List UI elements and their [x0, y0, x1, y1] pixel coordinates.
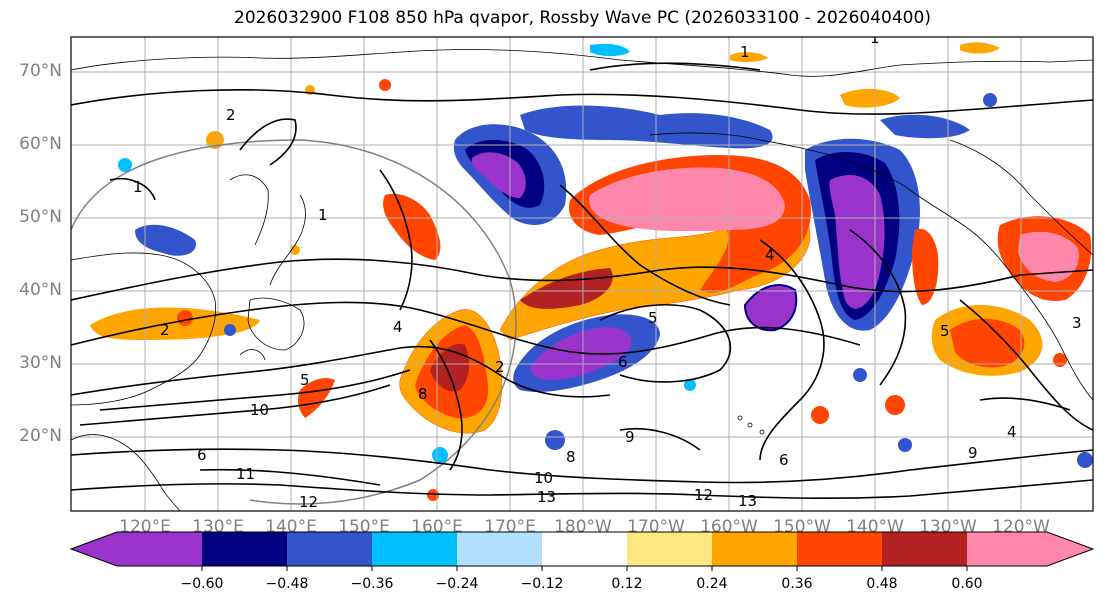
colorbar-tick: −0.12: [520, 576, 564, 592]
colorbar-bin-8: [797, 532, 882, 566]
lat-label-20n: 20°N: [19, 426, 62, 446]
colorbar-bin-10: [967, 532, 1047, 566]
contour-label: 13: [738, 492, 757, 510]
colorbar-tick: −0.24: [435, 576, 479, 592]
colorbar-tick: 0.60: [951, 576, 983, 592]
colorbar-outline: [69, 531, 1095, 567]
colorbar-bin-2: [287, 532, 372, 566]
contour-label: 1: [133, 178, 143, 196]
colorbar-bin-5: [542, 532, 627, 566]
contour-label: 1: [318, 206, 328, 224]
contour-label: 4: [765, 246, 775, 264]
lat-label-50n: 50°N: [19, 207, 62, 227]
contour-label: 4: [393, 318, 403, 336]
contour-label: 2: [495, 358, 505, 376]
contour-label: 1: [740, 43, 750, 61]
colorbar-tick: 0.48: [866, 576, 898, 592]
contour-label: 5: [648, 309, 658, 327]
lat-label-30n: 30°N: [19, 353, 62, 373]
map-panel: 1 1 1 2 2 4 5 6 6 8 9 10 10 11 12 12 13 …: [71, 29, 1093, 511]
contour-label: 10: [250, 401, 269, 419]
colorbar-bin-4: [457, 532, 542, 566]
contour-label: 9: [625, 428, 635, 446]
colorbar-tick: −0.36: [350, 576, 394, 592]
contour-label: 8: [418, 385, 428, 403]
colorbar-bin-9: [882, 532, 967, 566]
colorbar-bin-6: [627, 532, 712, 566]
lat-label-70n: 70°N: [19, 61, 62, 81]
contour-label-layer: 1 1 1 2 2 4 5 6 6 8 9 10 10 11 12 12 13 …: [133, 29, 1082, 511]
colorbar-bin-1: [202, 532, 287, 566]
colorbar: [69, 531, 1095, 571]
map-frame: [70, 36, 1094, 512]
contour-label: 6: [197, 446, 207, 464]
contour-label: 6: [618, 353, 628, 371]
graticule: [71, 37, 1093, 511]
colorbar-tick: 0.24: [696, 576, 728, 592]
contour-label: 12: [299, 493, 318, 511]
reference-circle: [71, 139, 517, 505]
contour-lines: [71, 62, 1093, 500]
contour-label: 5: [300, 371, 310, 389]
colorbar-tick: 0.36: [781, 576, 813, 592]
contour-label: 2: [160, 321, 170, 339]
map-title: 2026032900 F108 850 hPa qvapor, Rossby W…: [234, 8, 931, 28]
contour-label: 1: [870, 29, 880, 47]
contour-label: 6: [779, 451, 789, 469]
contour-label: 9: [968, 444, 978, 462]
coastlines: [71, 49, 1093, 511]
colorbar-over-arrow: [1047, 532, 1093, 566]
contour-label: 8: [566, 448, 576, 466]
contour-label: 5: [940, 322, 950, 340]
contour-label: 12: [694, 486, 713, 504]
contour-label: 2: [226, 106, 236, 124]
colorbar-under-arrow: [71, 532, 117, 566]
contour-label: 13: [537, 488, 556, 506]
contour-label: 4: [1007, 423, 1017, 441]
contour-label: 3: [1072, 314, 1082, 332]
colorbar-bin-3: [372, 532, 457, 566]
colorbar-bin-7: [712, 532, 797, 566]
colorbar-bin-0: [117, 532, 202, 566]
colorbar-tick: 0.12: [611, 576, 643, 592]
contour-label: 10: [534, 469, 553, 487]
lat-label-40n: 40°N: [19, 280, 62, 300]
colorbar-tick: −0.60: [180, 576, 224, 592]
colorbar-tick: −0.48: [265, 576, 309, 592]
lat-label-60n: 60°N: [19, 134, 62, 154]
contour-label: 11: [236, 465, 255, 483]
